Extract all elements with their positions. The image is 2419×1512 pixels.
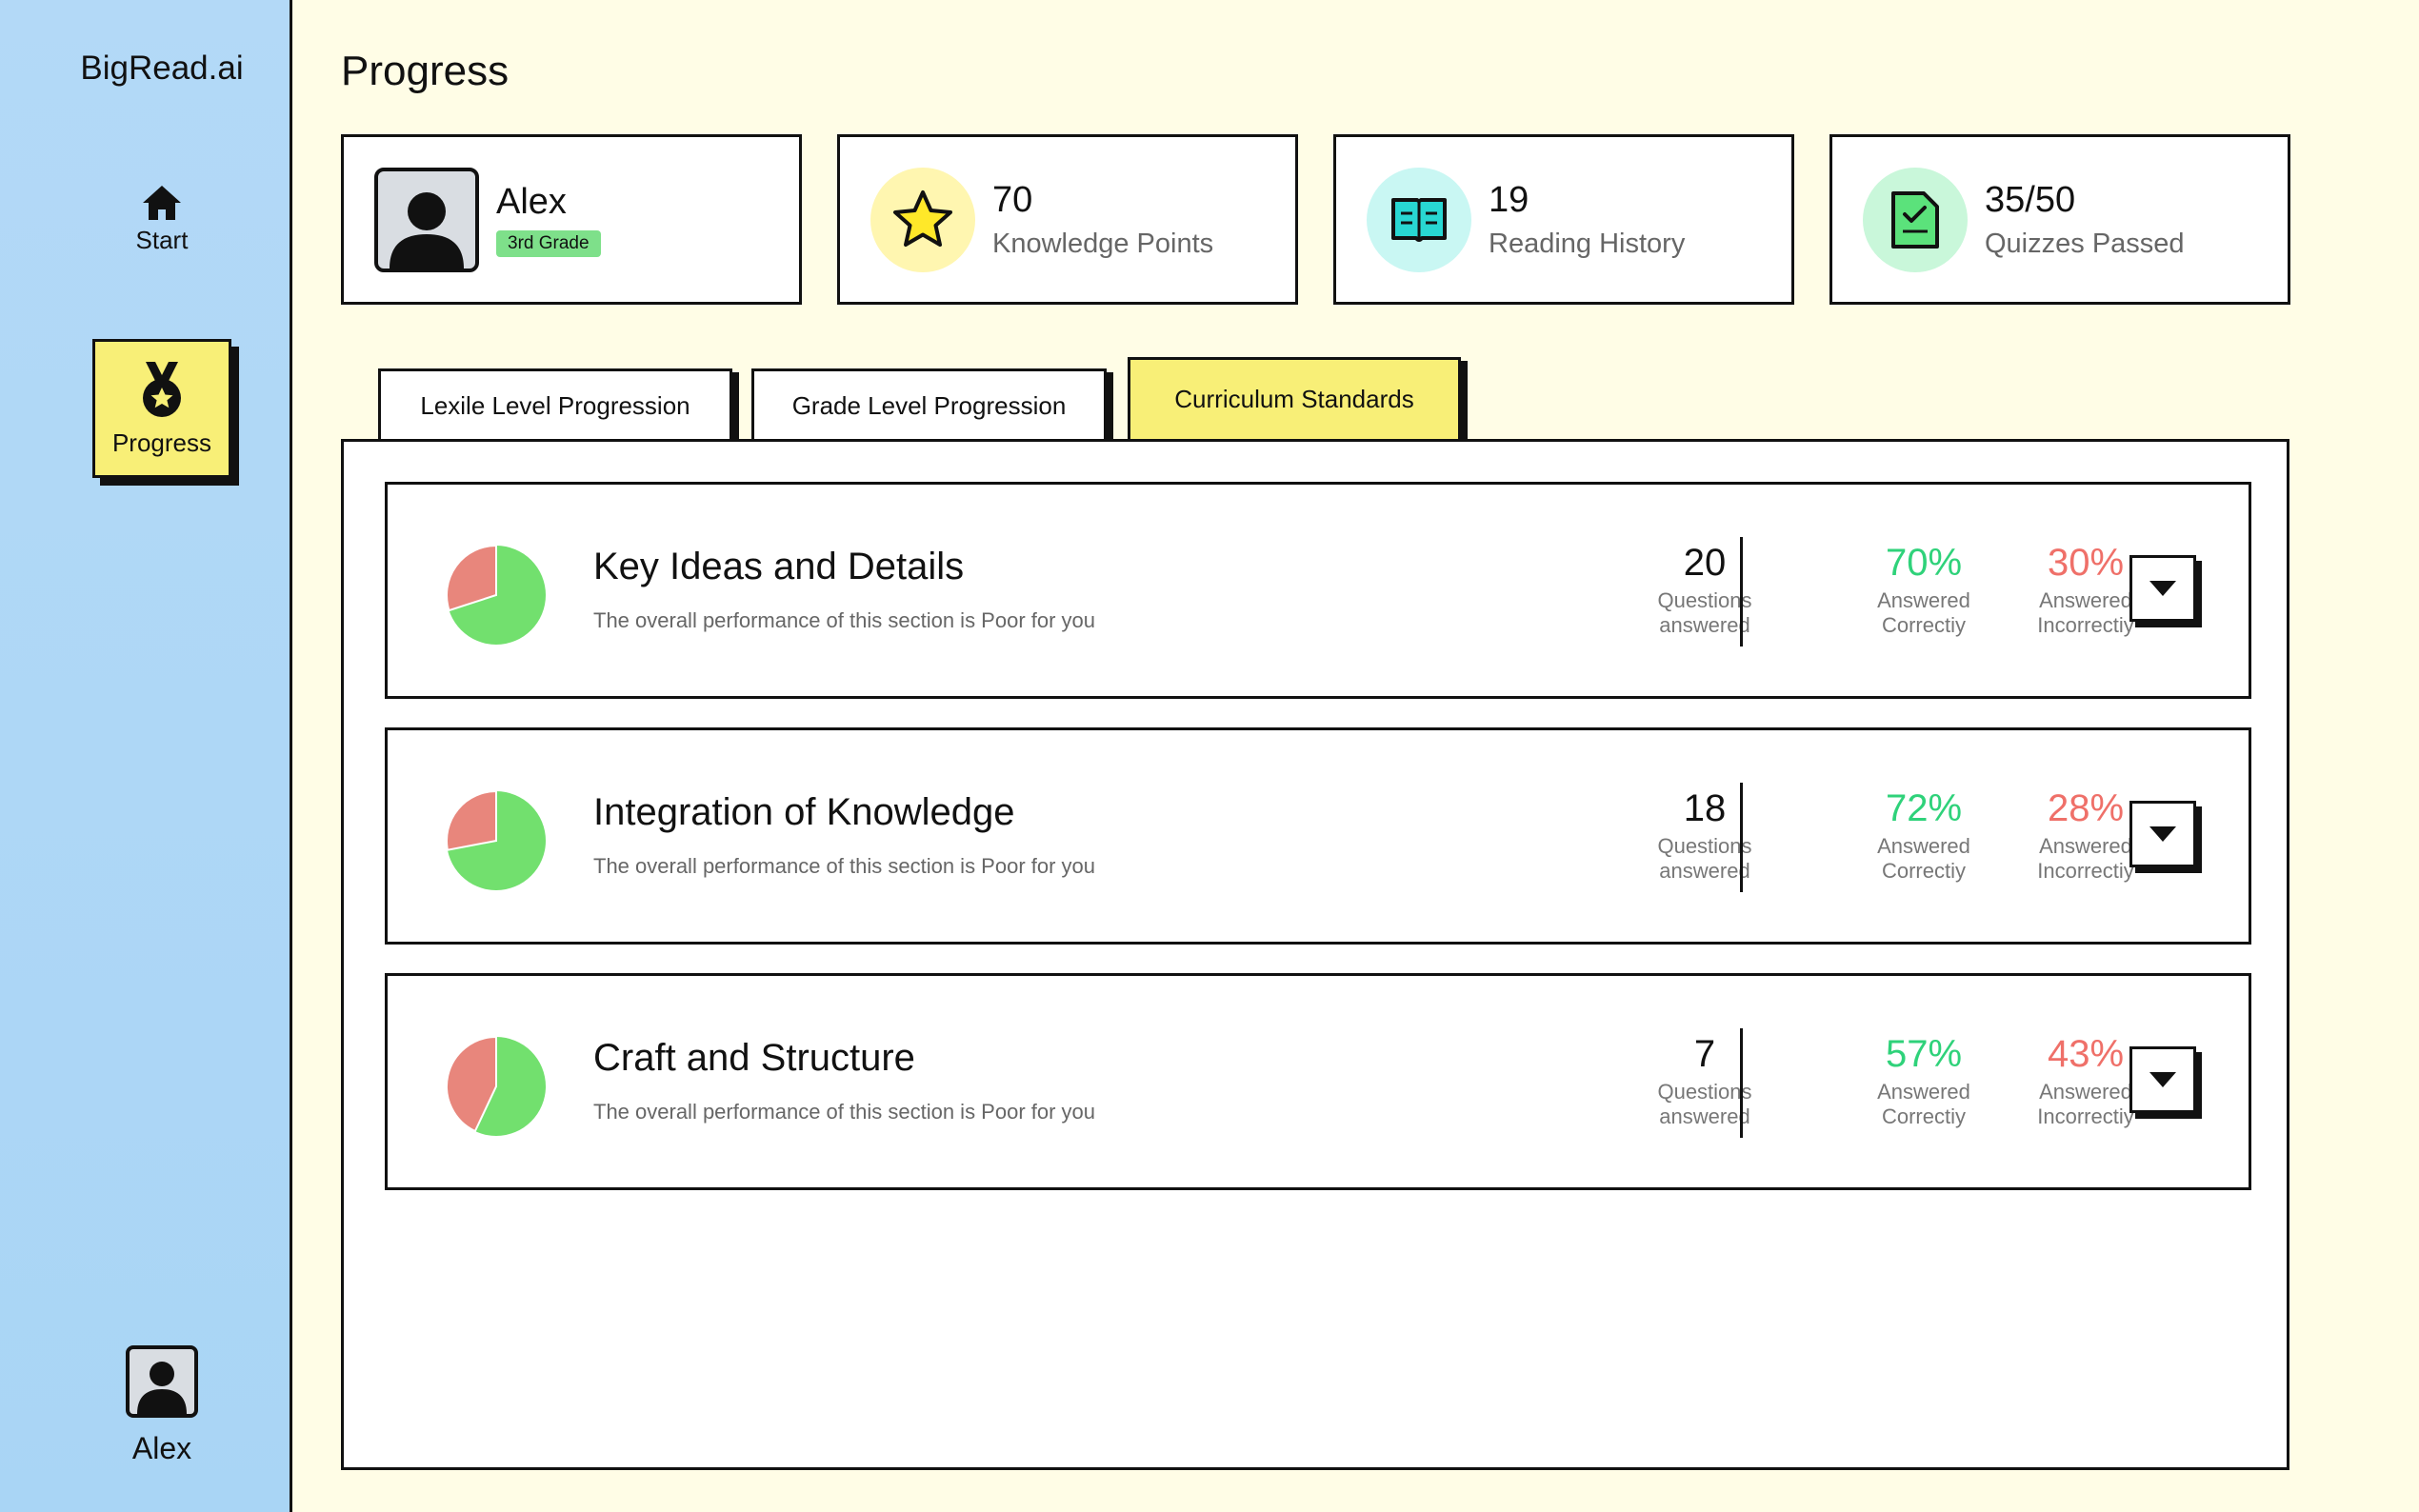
divider: [1740, 1028, 1743, 1138]
incorrect-caption-1: Answered: [2039, 588, 2132, 612]
performance-pie-chart: [446, 544, 546, 645]
expand-button[interactable]: [2129, 555, 2196, 622]
home-icon: [143, 186, 181, 220]
questions-answered-metric: 20 Questions answered: [1633, 542, 1776, 638]
incorrect-metric: 28% Answered Incorrectiy: [2014, 787, 2157, 884]
divider: [1740, 537, 1743, 647]
brand-logo: BigRead.ai: [80, 50, 244, 87]
profile-name: Alex: [496, 182, 567, 222]
incorrect-caption-2: Incorrectiy: [2037, 859, 2134, 883]
standard-title: Integration of Knowledge: [593, 791, 1015, 833]
caret-down-icon: [2149, 581, 2176, 596]
avatar-icon: [374, 167, 479, 272]
correct-metric: 72% Answered Correctiy: [1852, 787, 1995, 884]
incorrect-percent: 43%: [2047, 1033, 2125, 1075]
standard-title: Craft and Structure: [593, 1037, 915, 1079]
correct-caption-2: Correctiy: [1881, 1104, 1966, 1128]
knowledge-points-label: Knowledge Points: [992, 228, 1214, 259]
medal-icon: [143, 361, 181, 417]
correct-caption-2: Correctiy: [1881, 613, 1966, 637]
reading-history-card: 19 Reading History: [1333, 134, 1794, 305]
standard-subtitle: The overall performance of this section …: [593, 608, 1096, 632]
standard-row: Craft and Structure The overall performa…: [385, 973, 2251, 1190]
caret-down-icon: [2149, 1072, 2176, 1087]
incorrect-caption-1: Answered: [2039, 1080, 2132, 1104]
correct-caption-1: Answered: [1877, 588, 1970, 612]
correct-percent: 57%: [1885, 1033, 1963, 1075]
correct-caption-1: Answered: [1877, 834, 1970, 858]
correct-metric: 57% Answered Correctiy: [1852, 1033, 1995, 1129]
nav-user-profile[interactable]: Alex: [95, 1345, 229, 1466]
incorrect-caption-2: Incorrectiy: [2037, 1104, 2134, 1128]
incorrect-caption-1: Answered: [2039, 834, 2132, 858]
nav-user-label: Alex: [131, 1431, 192, 1465]
standard-row: Integration of Knowledge The overall per…: [385, 727, 2251, 945]
curriculum-standards-panel: Key Ideas and Details The overall perfor…: [341, 439, 2289, 1470]
questions-caption-1: Questions: [1657, 588, 1752, 612]
incorrect-caption-2: Incorrectiy: [2037, 613, 2134, 637]
questions-caption-2: answered: [1659, 1104, 1750, 1128]
questions-answered-metric: 18 Questions answered: [1633, 787, 1776, 884]
incorrect-percent: 28%: [2047, 787, 2125, 829]
correct-metric: 70% Answered Correctiy: [1852, 542, 1995, 638]
profile-card: Alex 3rd Grade: [341, 134, 802, 305]
correct-caption-2: Correctiy: [1881, 859, 1966, 883]
questions-answered-metric: 7 Questions answered: [1633, 1033, 1776, 1129]
questions-count: 20: [1683, 542, 1727, 584]
pie-slice-incorrect: [446, 544, 497, 612]
standard-subtitle: The overall performance of this section …: [593, 1100, 1096, 1124]
nav-progress[interactable]: Progress: [92, 339, 231, 478]
nav-start-label: Start: [135, 226, 189, 254]
tab-grade-level-progression[interactable]: Grade Level Progression: [751, 368, 1107, 441]
standard-title: Key Ideas and Details: [593, 546, 965, 587]
quizzes-passed-label: Quizzes Passed: [1985, 228, 2185, 259]
standard-row: Key Ideas and Details The overall perfor…: [385, 482, 2251, 699]
tab-lexile-level-progression[interactable]: Lexile Level Progression: [378, 368, 732, 441]
questions-caption-1: Questions: [1657, 834, 1752, 858]
correct-caption-1: Answered: [1877, 1080, 1970, 1104]
nav-start[interactable]: Start: [95, 184, 229, 269]
divider: [1740, 783, 1743, 892]
nav-progress-label: Progress: [111, 428, 212, 457]
incorrect-percent: 30%: [2047, 542, 2125, 584]
expand-button[interactable]: [2129, 1046, 2196, 1113]
page-title: Progress: [341, 48, 510, 94]
knowledge-points-card: 70 Knowledge Points: [837, 134, 1298, 305]
performance-pie-chart: [446, 1035, 546, 1136]
incorrect-metric: 30% Answered Incorrectiy: [2014, 542, 2157, 638]
questions-count: 18: [1683, 787, 1727, 829]
questions-caption-2: answered: [1659, 859, 1750, 883]
questions-count: 7: [1693, 1033, 1716, 1075]
expand-button[interactable]: [2129, 801, 2196, 867]
quiz-check-icon: [1863, 167, 1968, 272]
grade-badge: 3rd Grade: [496, 230, 601, 257]
quizzes-passed-value: 35/50: [1985, 179, 2076, 220]
correct-percent: 70%: [1885, 542, 1963, 584]
performance-pie-chart: [446, 789, 546, 890]
reading-history-label: Reading History: [1489, 228, 1686, 259]
standard-subtitle: The overall performance of this section …: [593, 854, 1096, 878]
star-icon: [870, 167, 975, 272]
pie-slice-incorrect: [446, 789, 497, 851]
quizzes-passed-card: 35/50 Quizzes Passed: [1829, 134, 2290, 305]
questions-caption-1: Questions: [1657, 1080, 1752, 1104]
tab-curriculum-standards[interactable]: Curriculum Standards: [1128, 357, 1461, 439]
caret-down-icon: [2149, 826, 2176, 842]
incorrect-metric: 43% Answered Incorrectiy: [2014, 1033, 2157, 1129]
sidebar: BigRead.ai Start Progress Alex: [0, 0, 292, 1512]
book-icon: [1367, 167, 1471, 272]
reading-history-value: 19: [1489, 179, 1529, 220]
correct-percent: 72%: [1885, 787, 1963, 829]
knowledge-points-value: 70: [992, 179, 1033, 220]
pie-slice-incorrect: [446, 1035, 497, 1133]
questions-caption-2: answered: [1659, 613, 1750, 637]
user-avatar-icon: [126, 1345, 198, 1418]
